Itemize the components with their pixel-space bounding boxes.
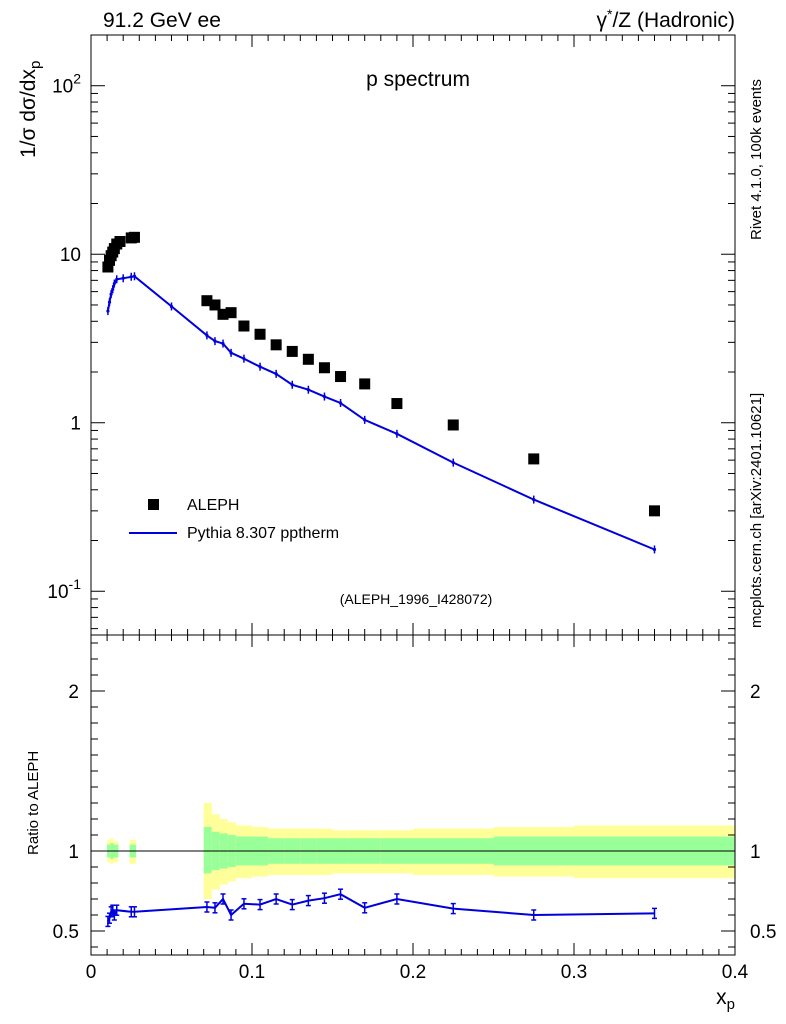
- pythia-point: [363, 418, 367, 422]
- rivet-label: Rivet 4.1.0, 100k events: [748, 79, 765, 240]
- process-gamma: γ: [597, 9, 608, 32]
- aleph-point: [209, 299, 221, 311]
- pythia-point: [107, 300, 112, 304]
- x-tick-label: 0.1: [239, 962, 265, 983]
- main-y-tick-label: 102: [52, 71, 81, 98]
- pythia-point: [338, 401, 343, 405]
- ratio-pythia-line: [107, 893, 655, 922]
- pythia-point: [451, 461, 455, 465]
- pythia-point: [115, 277, 119, 281]
- pythia-point: [106, 309, 110, 313]
- aleph-point: [201, 295, 213, 307]
- aleph-point: [359, 378, 371, 390]
- main-panel: 10-1 1 10 102 p spectrum (ALEPH_1996_I42807…: [17, 34, 736, 636]
- pythia-point: [169, 304, 174, 309]
- aleph-point: [335, 371, 347, 383]
- process-rest: /Z (Hadronic): [612, 9, 735, 32]
- pythia-point: [205, 333, 209, 337]
- ratio-frame: [90, 634, 736, 956]
- pythia-point: [129, 275, 133, 279]
- legend: ALEPH Pythia 8.307 pptherm: [129, 497, 339, 542]
- aleph-point: [102, 261, 114, 273]
- main-y-tick-label: 10-1: [47, 576, 81, 603]
- pythia-point: [213, 339, 217, 343]
- legend-label-pythia: Pythia 8.307 pptherm: [187, 525, 339, 542]
- pythia-point: [111, 287, 115, 291]
- pythia-point: [290, 383, 294, 387]
- aleph-point: [238, 320, 250, 332]
- pythia-point: [322, 394, 327, 399]
- analysis-id: (ALEPH_1996_I428072): [340, 591, 493, 607]
- aleph-point: [528, 453, 540, 465]
- aleph-point: [217, 308, 229, 320]
- pythia-point: [242, 357, 246, 361]
- process-label: γ*/Z (Hadronic): [597, 6, 735, 32]
- legend-label-aleph: ALEPH: [187, 497, 239, 514]
- ratio-panel: 0 0.1 0.2 0.3 0.40.5 0.51 12 2 Ratio to ALEPH x…: [25, 634, 776, 1013]
- main-frame: [90, 34, 736, 636]
- aleph-point: [114, 236, 126, 248]
- pythia-point: [229, 351, 233, 355]
- pythia-point: [395, 432, 399, 436]
- pythia-point: [532, 497, 536, 502]
- process-star: *: [607, 6, 613, 22]
- x-tick-label: 0: [86, 962, 97, 983]
- aleph-point: [225, 307, 237, 319]
- pythia-point: [109, 292, 113, 296]
- pythia-point: [121, 276, 125, 280]
- mcplots-label: mcplots.cern.ch [arXiv:2401.10621]: [748, 393, 765, 628]
- x-tick-label: 0.2: [400, 962, 426, 983]
- aleph-point: [302, 353, 314, 365]
- x-axis-label: xp: [716, 986, 735, 1013]
- main-ticks: 10-1 1 10 102: [47, 34, 736, 635]
- aleph-point: [318, 362, 330, 374]
- main-y-axis-label: 1/σ dσ/dxp: [17, 61, 44, 158]
- aleph-point: [391, 398, 403, 410]
- ratio-y-tick-label: 2: [68, 682, 79, 703]
- ratio-y-tick-label: 1: [68, 842, 79, 863]
- ratio-y-tick-label-right: 0.5: [750, 922, 776, 943]
- main-y-tick-label: 10: [60, 245, 81, 266]
- aleph-point: [649, 505, 660, 517]
- x-tick-label: 0.3: [561, 962, 587, 983]
- aleph-point: [286, 345, 298, 357]
- pythia-point: [306, 388, 310, 392]
- main-y-tick-label: 1: [70, 414, 81, 435]
- ratio-y-tick-label-right: 1: [750, 842, 761, 863]
- ratio-y-tick-label-right: 2: [750, 682, 761, 703]
- chart-title: p spectrum: [366, 68, 470, 91]
- energy-label: 91.2 GeV ee: [103, 9, 221, 32]
- pythia-point: [221, 341, 225, 346]
- x-tick-label: 0.4: [722, 962, 749, 983]
- pythia-point: [274, 372, 278, 376]
- aleph-point: [270, 339, 282, 351]
- ratio-plot-content: [91, 803, 735, 928]
- pythia-point: [652, 547, 657, 552]
- ratio-ticks: 0 0.1 0.2 0.3 0.40.5 0.51 12 2: [53, 635, 776, 983]
- pythia-point: [132, 274, 137, 278]
- aleph-point: [128, 231, 140, 243]
- ratio-band-inner: [203, 827, 212, 874]
- ratio-y-tick-label: 0.5: [53, 922, 79, 943]
- legend-marker-aleph: [148, 499, 159, 510]
- pythia-point: [258, 365, 262, 369]
- pythia-point: [112, 281, 116, 286]
- main-plot-content: [102, 231, 660, 554]
- aleph-point: [447, 419, 459, 431]
- aleph-point: [254, 328, 266, 340]
- ratio-y-axis-label: Ratio to ALEPH: [25, 751, 42, 855]
